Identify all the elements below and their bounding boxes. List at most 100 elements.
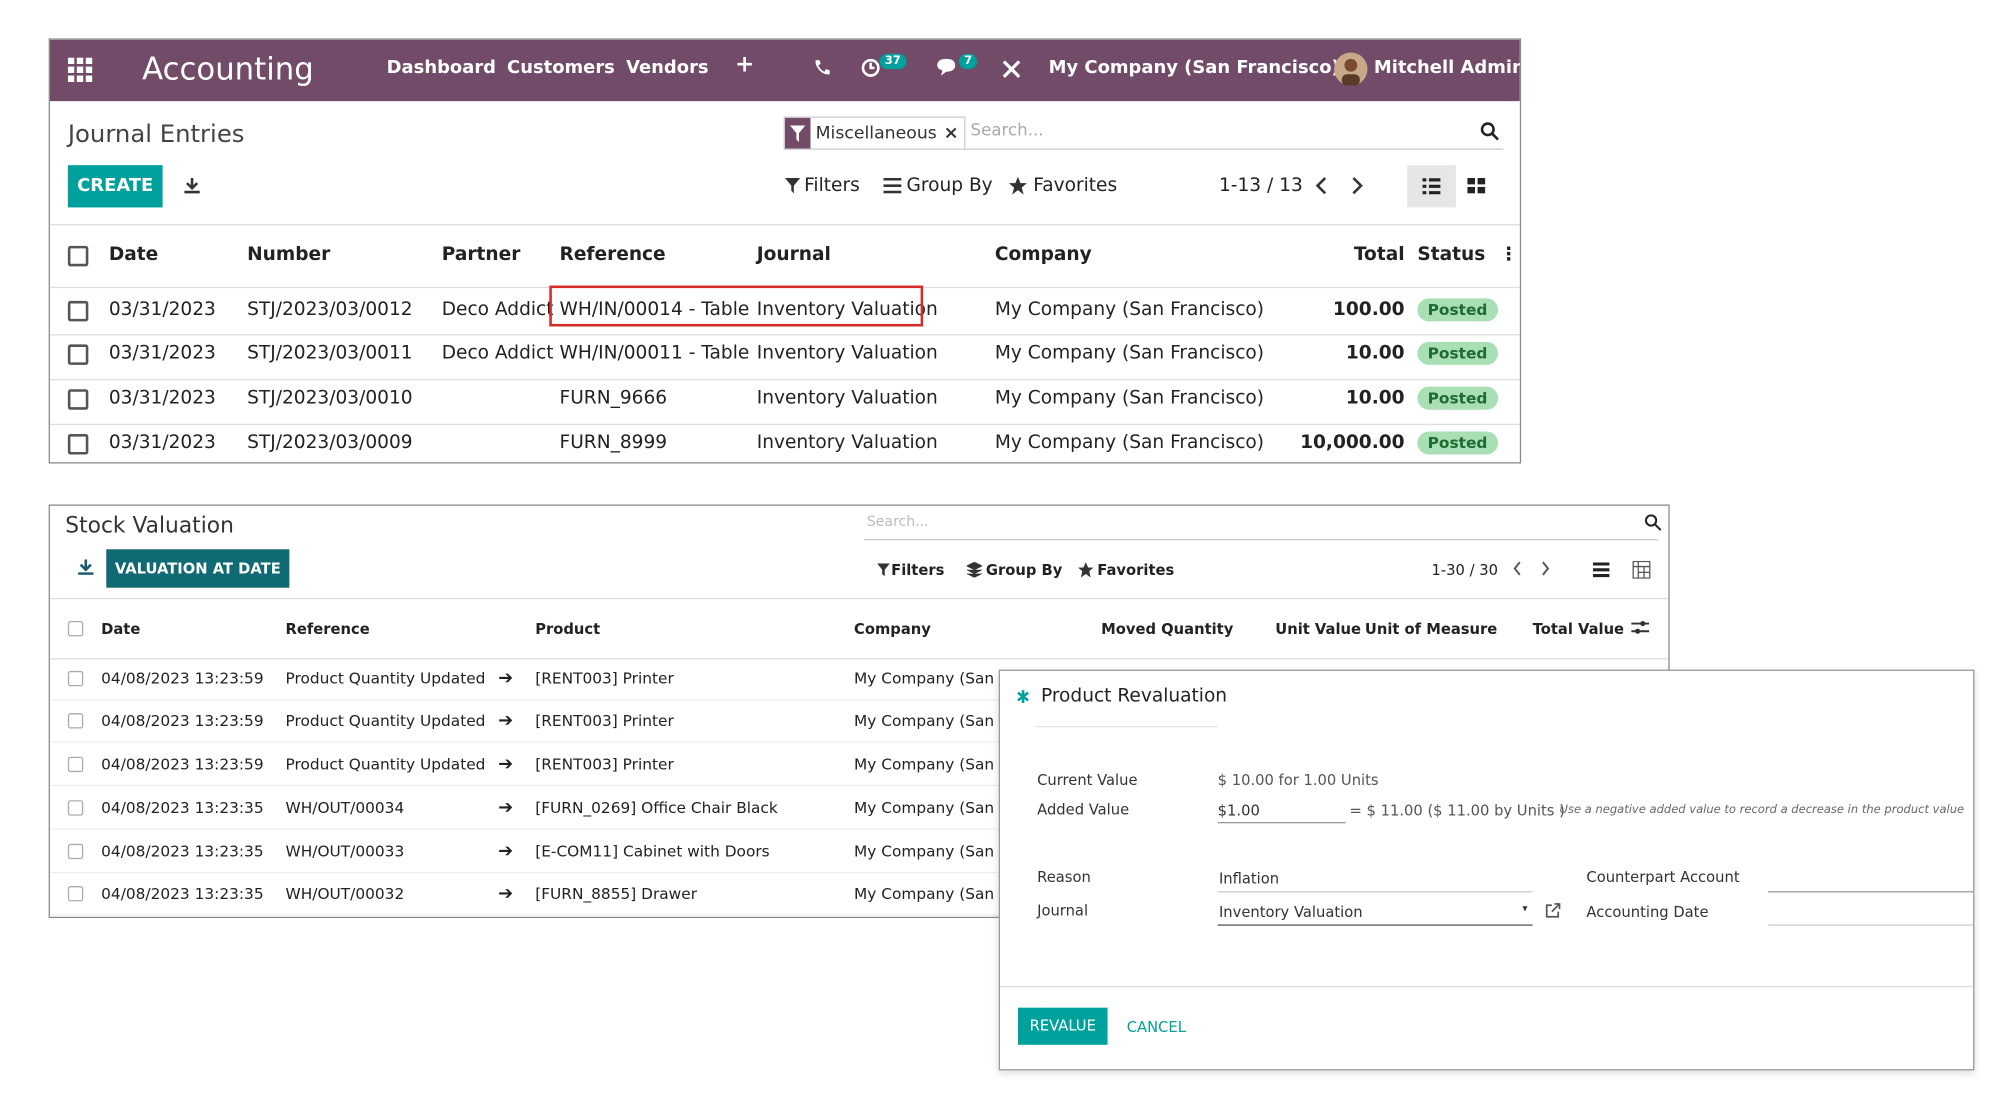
row-checkbox[interactable] [67, 843, 84, 860]
row-checkbox[interactable] [67, 713, 84, 729]
row-checkbox[interactable] [67, 756, 84, 773]
download-icon[interactable] [183, 177, 201, 195]
column-header[interactable]: Moved Quantity [1101, 619, 1234, 638]
row-separator [49, 423, 1520, 426]
reason-input[interactable]: Inflation [1218, 869, 1280, 888]
column-header[interactable]: Number [247, 244, 331, 266]
company-switch[interactable]: My Company (San Francisco) [1048, 57, 1340, 79]
table-cell: My Company (San Francisco) [994, 343, 1265, 364]
added-value-input[interactable]: $1.00 [1217, 801, 1260, 820]
filter-icon [877, 563, 890, 577]
filters-toggle[interactable]: Filters [804, 175, 860, 196]
external-link-icon[interactable] [1545, 903, 1561, 918]
column-header[interactable]: Partner [441, 244, 521, 266]
column-header[interactable]: Date [108, 244, 159, 266]
row-checkbox[interactable] [67, 886, 84, 902]
pivot-view-button[interactable] [1632, 560, 1651, 579]
row-checkbox[interactable] [67, 434, 89, 455]
menu-item[interactable]: Customers [507, 57, 615, 79]
table-cell: Product Quantity Updated [285, 711, 486, 730]
select-all-checkbox[interactable] [67, 620, 84, 637]
column-settings-icon[interactable] [1631, 620, 1650, 635]
row-checkbox[interactable] [67, 344, 89, 365]
column-header[interactable]: Company [854, 619, 931, 638]
download-icon[interactable] [78, 559, 94, 575]
input-underline [1768, 924, 1974, 926]
column-header[interactable]: Date [101, 619, 141, 638]
column-header[interactable]: Company [994, 244, 1092, 266]
move-arrow[interactable]: ➔ [498, 841, 514, 862]
list-view-button[interactable] [1407, 165, 1456, 208]
revalue-button[interactable]: REVALUE [1017, 1007, 1108, 1045]
message-badge: 7 [959, 53, 978, 70]
search-input[interactable]: Search... [970, 121, 1044, 141]
activity-icon[interactable] [860, 56, 883, 79]
select-all-checkbox[interactable] [67, 245, 89, 267]
move-arrow[interactable]: ➔ [498, 883, 514, 904]
field-label: Reason [1037, 868, 1091, 887]
menu-item[interactable]: Vendors [626, 57, 709, 79]
move-arrow[interactable]: ➔ [498, 797, 514, 819]
move-arrow[interactable]: ➔ [498, 668, 514, 689]
column-header[interactable]: Unit Value [1275, 619, 1361, 638]
plus-icon[interactable]: + [734, 51, 755, 79]
revaluation-dialog: Product Revaluation Current Value $ 10.0… [998, 669, 1975, 1071]
column-header[interactable]: Status [1417, 244, 1486, 266]
field-label: Journal [1037, 901, 1089, 920]
column-header[interactable]: Total Value [1532, 619, 1625, 638]
kanban-view-button[interactable] [1467, 177, 1486, 195]
avatar[interactable] [1333, 51, 1369, 87]
row-checkbox[interactable] [67, 670, 84, 687]
valuation-at-date-button[interactable]: VALUATION AT DATE [106, 549, 290, 588]
pager: 1-30 / 30 [1431, 560, 1498, 579]
facet-remove[interactable]: × [943, 122, 959, 144]
column-header[interactable]: Journal [756, 244, 831, 266]
search-icon[interactable] [1644, 513, 1662, 531]
field-hint: Use a negative added value to record a d… [1559, 804, 1965, 817]
app-name[interactable]: Accounting [142, 51, 314, 88]
pager-arrows[interactable] [1315, 177, 1366, 195]
menu-item[interactable]: Dashboard [386, 57, 497, 79]
apps-icon[interactable] [67, 57, 94, 84]
column-header[interactable]: Total [1353, 244, 1405, 266]
dropdown-caret[interactable]: ▾ [1522, 902, 1528, 915]
create-button[interactable]: CREATE [67, 165, 163, 208]
chat-icon[interactable] [936, 58, 959, 78]
phone-icon[interactable] [813, 59, 831, 77]
column-options[interactable]: ⋮ [1499, 244, 1518, 266]
column-header[interactable]: Product [535, 619, 601, 638]
pager-arrows[interactable] [1512, 561, 1553, 576]
user-name[interactable]: Mitchell Admin [1373, 57, 1522, 79]
cancel-button[interactable]: CANCEL [1126, 1017, 1186, 1036]
move-arrow[interactable]: ➔ [498, 754, 514, 775]
group-by-toggle[interactable]: Group By [906, 175, 993, 196]
column-header[interactable]: Unit of Measure [1364, 619, 1498, 638]
table-cell: My Company (San Francisco) [994, 432, 1265, 454]
favorites-toggle[interactable]: Favorites [1097, 560, 1175, 579]
column-header[interactable]: Reference [285, 619, 370, 638]
list-view-button[interactable] [1592, 562, 1610, 578]
column-header[interactable]: Reference [559, 244, 666, 266]
table-cell: Product Quantity Updated [285, 755, 486, 774]
row-checkbox[interactable] [67, 389, 89, 410]
favorites-toggle[interactable]: Favorites [1033, 175, 1118, 196]
field-label: Added Value [1037, 800, 1130, 819]
table-cell: FURN_9666 [559, 387, 668, 409]
search-icon[interactable] [1480, 122, 1500, 142]
close-icon[interactable] [1002, 60, 1021, 78]
table-cell: 04/08/2023 13:23:59 [101, 755, 264, 774]
star-icon [1078, 562, 1094, 578]
filters-toggle[interactable]: Filters [891, 560, 945, 579]
journal-select[interactable]: Inventory Valuation [1218, 902, 1363, 921]
move-arrow[interactable]: ➔ [498, 710, 514, 732]
table-cell: FURN_8999 [559, 432, 668, 454]
star-icon [1008, 176, 1027, 195]
row-checkbox[interactable] [67, 300, 89, 322]
group-by-toggle[interactable]: Group By [985, 560, 1063, 579]
highlight-box [549, 285, 924, 327]
search-facet[interactable]: Miscellaneous × [783, 116, 966, 150]
row-separator [49, 741, 1669, 743]
row-checkbox[interactable] [67, 800, 84, 816]
search-input[interactable]: Search... [866, 513, 929, 531]
